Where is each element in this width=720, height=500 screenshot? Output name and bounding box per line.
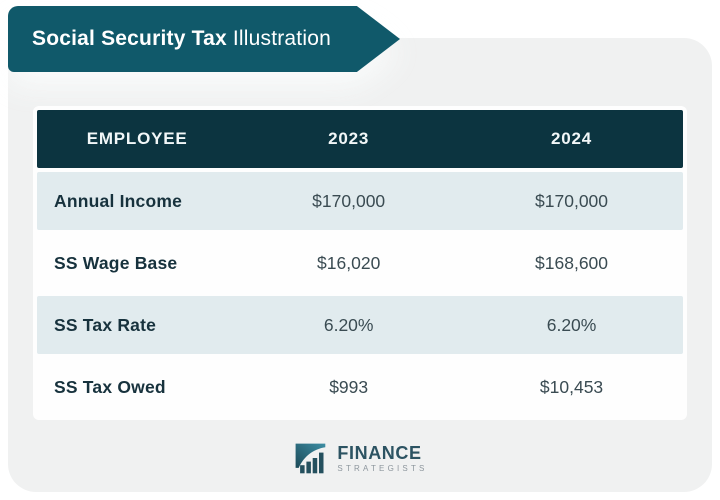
column-header-employee: EMPLOYEE: [86, 129, 188, 148]
value-2024: $10,453: [539, 376, 604, 397]
brand-name-finance: FINANCE: [337, 442, 422, 463]
page-title-regular: Illustration: [232, 27, 331, 50]
row-label: Annual Income: [54, 190, 183, 211]
page-title: Social Security Tax Illustration: [32, 27, 331, 51]
title-banner-ribbon: Social Security Tax Illustration: [8, 6, 400, 72]
value-2023: 6.20%: [323, 314, 374, 335]
table-row-ss-wage-base: SS Wage Base $16,020 $168,600: [37, 234, 683, 292]
column-header-2023: 2023: [328, 129, 370, 148]
value-2024: $168,600: [535, 252, 609, 273]
brand-wordmark: FINANCE STRATEGISTS: [337, 444, 427, 473]
table-header-row: EMPLOYEE 2023 2024: [37, 110, 683, 168]
table-row-annual-income: Annual Income $170,000 $170,000: [37, 172, 683, 230]
bar-chart-swoosh-icon: [292, 440, 328, 476]
value-2024: 6.20%: [546, 314, 597, 335]
value-2023: $170,000: [312, 190, 386, 211]
tax-comparison-table: EMPLOYEE 2023 2024 Annual Income $170,00…: [33, 106, 687, 420]
row-label: SS Wage Base: [54, 252, 178, 273]
value-2024: $170,000: [535, 190, 609, 211]
footer-logo: FINANCE STRATEGISTS: [0, 440, 720, 476]
brand-name-strategists: STRATEGISTS: [337, 463, 428, 473]
page-title-bold: Social Security Tax: [32, 27, 227, 50]
title-banner: Social Security Tax Illustration: [8, 6, 400, 72]
value-2023: $16,020: [317, 252, 381, 273]
table-row-ss-tax-owed: SS Tax Owed $993 $10,453: [37, 358, 683, 416]
row-label: SS Tax Owed: [54, 376, 166, 397]
value-2023: $993: [329, 376, 369, 397]
column-header-2024: 2024: [551, 129, 593, 148]
table-row-ss-tax-rate: SS Tax Rate 6.20% 6.20%: [37, 296, 683, 354]
row-label: SS Tax Rate: [54, 314, 157, 335]
